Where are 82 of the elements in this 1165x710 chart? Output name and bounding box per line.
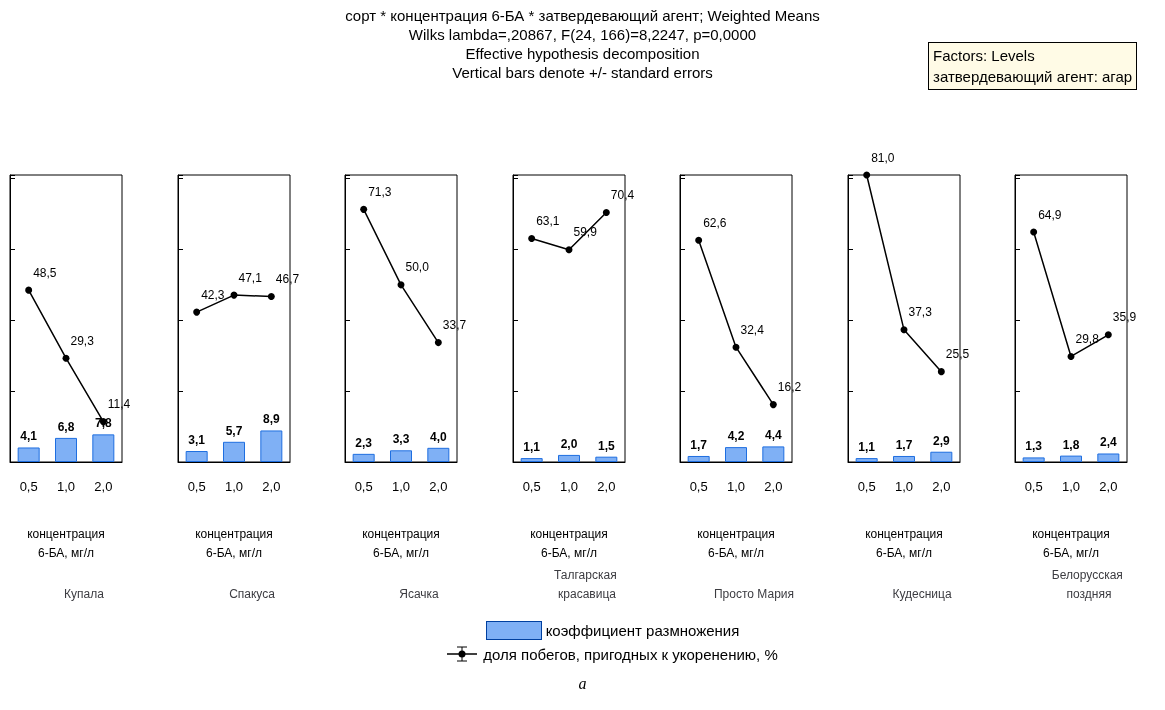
- x-tick-label: 0,5: [354, 479, 373, 494]
- data-label: 46,7: [275, 272, 300, 287]
- text: сорт * концентрация 6-БА * затвердевающий агент; Weighted Means: [345, 7, 820, 24]
- data-label: 16,2: [777, 380, 802, 395]
- x-tick-label: 2,0: [261, 479, 280, 494]
- x-tick-label: 1,0: [1061, 479, 1081, 494]
- text: Белорусская поздняя: [1051, 567, 1127, 601]
- data-label: 2,0: [560, 436, 578, 451]
- x-tick-label: 1,0: [726, 479, 746, 494]
- text: Wilks lambda=,20867, F(24, 166)=8,2247, p=0,0000 Effective hypothesis decomposition Vertical bars denote +/- standard errors: [408, 26, 757, 81]
- x-tick-label: 2,0: [94, 479, 113, 494]
- data-label: 37,3: [908, 305, 932, 320]
- data-label: 6,8: [57, 419, 75, 434]
- data-label: 1,7: [895, 437, 913, 452]
- data-label: 70,4: [610, 188, 635, 203]
- legend-label: доля побегов, пригодных к укоренению, %: [483, 645, 778, 663]
- data-label: 47,1: [238, 270, 262, 285]
- data-label: 71,3: [368, 184, 392, 199]
- data-label: 1,7: [690, 437, 708, 452]
- x-tick-label: 1,0: [894, 479, 913, 494]
- data-label: 3,3: [392, 432, 410, 447]
- x-tick-label: 1,0: [391, 479, 411, 494]
- data-label: 81,0: [870, 150, 895, 165]
- data-label: 11,4: [107, 397, 131, 412]
- x-tick-label: 1,0: [224, 479, 243, 494]
- x-axis-title: концентрация 6-БА, мг/л: [529, 526, 608, 560]
- data-label: 62,6: [703, 215, 727, 230]
- x-tick-label: 2,0: [931, 479, 950, 494]
- data-label: 3,1: [187, 433, 205, 448]
- x-tick-label: 0,5: [689, 479, 708, 494]
- data-label: 7,8: [94, 416, 112, 431]
- data-label: 4,0: [429, 429, 447, 444]
- data-label: 1,5: [597, 438, 615, 453]
- data-label: 1,3: [1025, 439, 1043, 454]
- x-tick-label: 2,0: [1099, 479, 1118, 494]
- text: a: [577, 675, 588, 693]
- text: Купала: [64, 586, 105, 601]
- data-label: 32,4: [740, 322, 765, 337]
- x-axis-title: концентрация 6-БА, мг/л: [194, 526, 273, 560]
- legend-label: коэффициент размножения: [545, 621, 740, 639]
- text: Талгарская красавица: [553, 567, 620, 601]
- x-tick-label: 2,0: [596, 479, 615, 494]
- data-label: 2,4: [1099, 435, 1117, 450]
- data-label: 1,1: [522, 440, 540, 455]
- data-label: 29,3: [70, 333, 95, 348]
- x-tick-label: 0,5: [19, 479, 38, 494]
- data-label: 5,7: [225, 423, 243, 438]
- x-tick-label: 0,5: [187, 479, 206, 494]
- x-tick-label: 1,0: [559, 479, 578, 494]
- text: Спакуса: [228, 586, 275, 601]
- data-label: 4,4: [764, 428, 782, 443]
- data-label: 1,8: [1062, 437, 1080, 452]
- data-label: 48,5: [33, 265, 57, 280]
- text: Кудесница: [891, 586, 952, 601]
- x-axis-title: концентрация 6-БА, мг/л: [697, 526, 775, 560]
- text: Просто Мария: [713, 586, 795, 601]
- x-tick-label: 2,0: [429, 479, 448, 494]
- data-label: 2,3: [355, 435, 373, 450]
- text: Factors: Levels затвердевающий агент: агар: [928, 42, 1138, 90]
- x-tick-label: 0,5: [522, 479, 541, 494]
- data-label: 64,9: [1038, 207, 1062, 222]
- x-axis-title: концентрация 6-БА, мг/л: [362, 526, 440, 560]
- x-tick-label: 2,0: [764, 479, 783, 494]
- data-label: 33,7: [442, 318, 467, 333]
- x-axis-title: концентрация 6-БА, мг/л: [864, 526, 943, 560]
- data-label: 2,9: [932, 433, 950, 448]
- data-label: 1,1: [857, 440, 875, 455]
- x-axis-title: концентрация 6-БА, мг/л: [27, 526, 105, 560]
- x-axis-title: концентрация 6-БА, мг/л: [1032, 526, 1110, 560]
- text: Ясачка: [399, 586, 440, 601]
- x-tick-label: 0,5: [857, 479, 876, 494]
- data-label: 25,5: [945, 347, 970, 362]
- data-label: 35,9: [1112, 310, 1137, 325]
- data-label: 29,8: [1075, 331, 1100, 346]
- x-tick-label: 1,0: [56, 479, 76, 494]
- data-label: 50,0: [405, 260, 430, 275]
- data-label: 4,1: [20, 429, 38, 444]
- data-label: 4,2: [727, 429, 745, 444]
- data-label: 63,1: [535, 213, 560, 228]
- data-label: 8,9: [262, 412, 280, 427]
- data-label: 42,3: [200, 287, 225, 302]
- x-tick-label: 0,5: [1024, 479, 1043, 494]
